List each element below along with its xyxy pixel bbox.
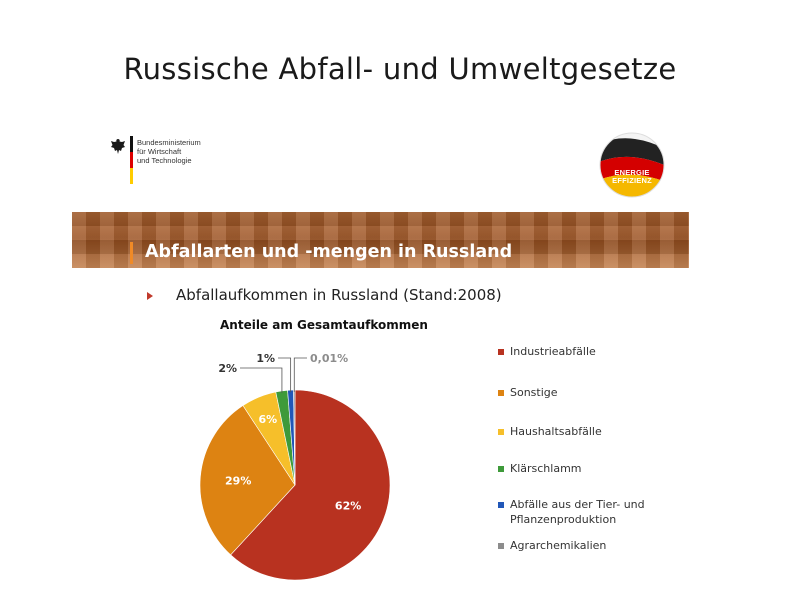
banner-accent-bar — [130, 242, 133, 264]
legend-swatch — [498, 466, 504, 472]
pie-chart: 62% 29% 6% 2% 1% 0,01% — [199, 352, 391, 581]
badge-graphic — [599, 132, 665, 198]
chart-title: Anteile am Gesamtaufkommen — [220, 318, 428, 332]
label-leader-line — [278, 357, 292, 393]
bullet-text: Abfallaufkommen in Russland (Stand:2008) — [176, 286, 502, 304]
section-banner: Abfallarten und -mengen in Russland — [72, 212, 689, 268]
energy-efficiency-badge: ENERGIE EFFIZIENZ — [599, 132, 665, 198]
legend-label: Industrieabfälle — [510, 345, 596, 358]
ministry-name-line-2: für Wirtschaft — [137, 147, 182, 156]
badge-line-1: ENERGIE — [614, 168, 650, 177]
legend-swatch — [498, 349, 504, 355]
pie-slice-label: 1% — [256, 352, 275, 365]
legend-label: Sonstige — [510, 386, 558, 399]
legend-label: Klärschlamm — [510, 462, 582, 475]
label-leader-line — [240, 367, 283, 393]
legend-label: Abfälle aus der Tier- und Pflanzenproduk… — [510, 498, 645, 526]
legend-swatch — [498, 543, 504, 549]
bullet-arrow-icon — [147, 292, 153, 300]
pie-slice-label: 29% — [225, 474, 251, 487]
pie-slice — [230, 389, 391, 581]
ministry-logo: Bundesministerium für Wirtschaft und Tec… — [110, 136, 230, 186]
banner-title: Abfallarten und -mengen in Russland — [145, 242, 513, 262]
pie-slice-label: 62% — [335, 500, 361, 513]
label-leader-line — [293, 357, 307, 393]
flag-bar — [130, 136, 133, 184]
legend-label: Haushaltsabfälle — [510, 425, 602, 438]
ministry-name-line-3: und Technologie — [137, 156, 192, 165]
ministry-name-line-1: Bundesministerium — [137, 138, 201, 147]
pie-slice-label: 2% — [218, 362, 237, 375]
pie-slice-label: 0,01% — [310, 352, 348, 365]
slide-title: Russische Abfall- und Umweltgesetze — [123, 52, 677, 86]
legend-swatch — [498, 390, 504, 396]
pie-slice — [199, 405, 296, 556]
eagle-icon — [111, 139, 125, 154]
legend-swatch — [498, 429, 504, 435]
badge-line-2: EFFIZIENZ — [612, 176, 652, 185]
legend-swatch — [498, 502, 504, 508]
pie-slice-label: 6% — [258, 413, 277, 426]
legend-label: Agrarchemikalien — [510, 539, 607, 552]
